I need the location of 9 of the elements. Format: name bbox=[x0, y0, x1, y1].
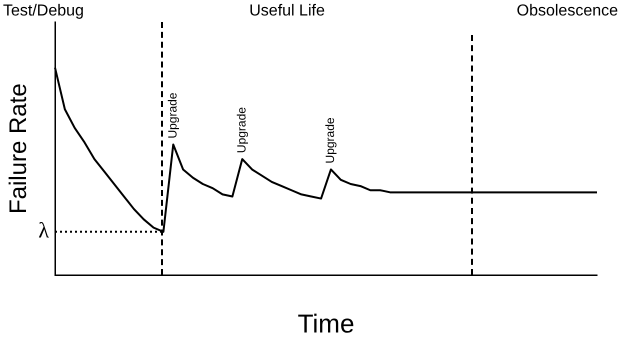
annotation: Upgrade bbox=[323, 117, 338, 164]
annotation: Upgrade bbox=[234, 106, 249, 154]
ref-line-label: λ bbox=[38, 218, 50, 243]
text: Test/Debug bbox=[3, 2, 84, 20]
text: Useful Life bbox=[249, 2, 325, 20]
text: Obsolescence bbox=[516, 2, 618, 20]
x-axis-title: Time bbox=[298, 308, 354, 339]
annotation: Upgrade bbox=[166, 92, 180, 139]
y-axis-title: Failure Rate bbox=[5, 83, 32, 214]
